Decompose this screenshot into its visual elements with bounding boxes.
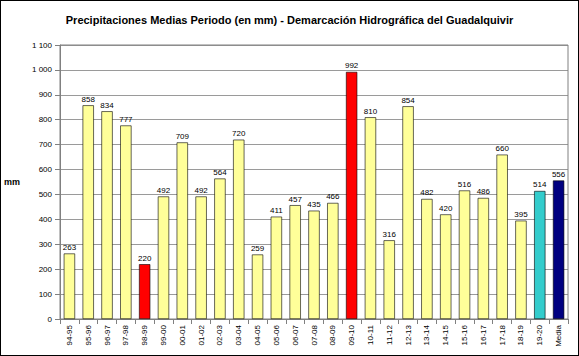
svg-text:99-00: 99-00 xyxy=(159,324,168,345)
svg-text:411: 411 xyxy=(270,206,283,215)
svg-text:95-96: 95-96 xyxy=(84,324,93,345)
svg-text:466: 466 xyxy=(326,192,340,201)
svg-text:400: 400 xyxy=(39,215,53,224)
svg-text:94-95: 94-95 xyxy=(65,324,74,345)
svg-text:11-12: 11-12 xyxy=(385,324,394,344)
svg-text:220: 220 xyxy=(138,254,152,263)
svg-text:00-01: 00-01 xyxy=(178,324,187,345)
svg-text:556: 556 xyxy=(552,170,566,179)
svg-text:854: 854 xyxy=(401,96,415,105)
svg-text:992: 992 xyxy=(345,61,359,70)
svg-text:492: 492 xyxy=(157,186,171,195)
svg-text:10-11: 10-11 xyxy=(366,324,375,344)
svg-text:05-06: 05-06 xyxy=(272,324,281,345)
svg-text:13-14: 13-14 xyxy=(422,324,431,345)
svg-text:Media: Media xyxy=(554,324,563,346)
svg-text:98-99: 98-99 xyxy=(140,324,149,345)
svg-text:1 100: 1 100 xyxy=(32,41,53,50)
svg-text:300: 300 xyxy=(39,240,53,249)
svg-text:17-18: 17-18 xyxy=(498,324,507,345)
svg-text:0: 0 xyxy=(48,315,53,324)
svg-text:01-02: 01-02 xyxy=(197,324,206,345)
svg-text:200: 200 xyxy=(39,265,53,274)
svg-text:660: 660 xyxy=(495,144,509,153)
svg-text:96-97: 96-97 xyxy=(103,324,112,345)
svg-text:18-19: 18-19 xyxy=(516,324,525,345)
svg-text:14-15: 14-15 xyxy=(441,324,450,345)
svg-text:720: 720 xyxy=(232,129,246,138)
svg-text:16-17: 16-17 xyxy=(479,324,488,345)
svg-text:395: 395 xyxy=(514,210,528,219)
svg-text:15-16: 15-16 xyxy=(460,324,469,345)
svg-text:435: 435 xyxy=(307,200,321,209)
svg-text:02-03: 02-03 xyxy=(215,324,224,345)
svg-text:514: 514 xyxy=(533,180,547,189)
svg-text:259: 259 xyxy=(251,244,265,253)
svg-text:09-10: 09-10 xyxy=(347,324,356,345)
svg-text:700: 700 xyxy=(39,140,53,149)
svg-text:900: 900 xyxy=(39,90,53,99)
svg-text:263: 263 xyxy=(63,243,77,252)
svg-text:500: 500 xyxy=(39,190,53,199)
svg-text:12-13: 12-13 xyxy=(404,324,413,345)
svg-text:97-98: 97-98 xyxy=(121,324,130,345)
svg-text:834: 834 xyxy=(100,101,114,110)
svg-text:800: 800 xyxy=(39,115,53,124)
svg-text:04-05: 04-05 xyxy=(253,324,262,345)
svg-text:600: 600 xyxy=(39,165,53,174)
svg-text:482: 482 xyxy=(420,188,434,197)
svg-text:03-04: 03-04 xyxy=(234,324,243,345)
svg-text:07-08: 07-08 xyxy=(310,324,319,345)
svg-text:516: 516 xyxy=(458,180,472,189)
svg-text:486: 486 xyxy=(477,187,491,196)
svg-text:709: 709 xyxy=(176,132,190,141)
svg-text:492: 492 xyxy=(194,186,208,195)
svg-text:564: 564 xyxy=(213,168,227,177)
svg-text:1 000: 1 000 xyxy=(32,65,53,74)
svg-text:19-20: 19-20 xyxy=(535,324,544,345)
svg-text:316: 316 xyxy=(383,230,397,239)
svg-text:Precipitaciones Medias Periodo: Precipitaciones Medias Periodo (en mm) -… xyxy=(66,14,514,26)
svg-text:mm: mm xyxy=(4,177,20,187)
svg-text:06-07: 06-07 xyxy=(291,324,300,345)
svg-text:457: 457 xyxy=(289,195,303,204)
svg-text:100: 100 xyxy=(39,290,53,299)
svg-text:858: 858 xyxy=(82,95,96,104)
svg-text:810: 810 xyxy=(364,107,378,116)
svg-text:420: 420 xyxy=(439,204,453,213)
svg-text:08-09: 08-09 xyxy=(328,324,337,345)
svg-text:777: 777 xyxy=(119,115,133,124)
